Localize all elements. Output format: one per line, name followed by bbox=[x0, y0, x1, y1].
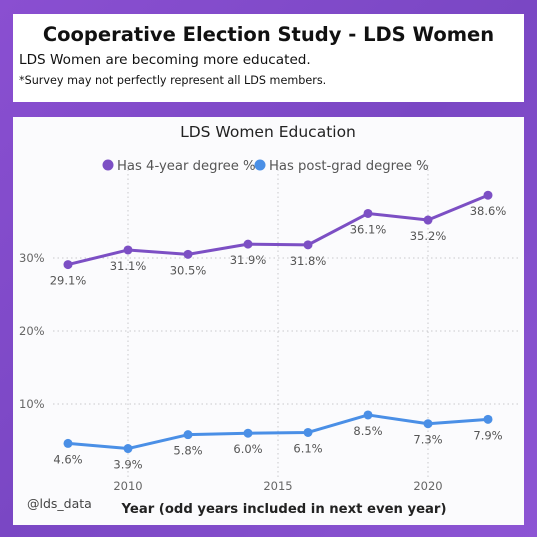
data-point bbox=[63, 438, 73, 448]
page-title: Cooperative Election Study - LDS Women bbox=[42, 23, 495, 46]
data-point bbox=[243, 239, 253, 249]
chart-card: LDS Women Education Has 4-year degree % H… bbox=[13, 117, 524, 525]
data-point bbox=[363, 208, 373, 218]
data-label: 29.1% bbox=[50, 274, 87, 288]
data-point bbox=[483, 414, 493, 424]
data-label: 8.5% bbox=[353, 424, 382, 438]
y-tick-label: 20% bbox=[19, 324, 45, 338]
x-tick-label: 2015 bbox=[263, 479, 292, 493]
x-axis-label: Year (odd years included in next even ye… bbox=[121, 502, 447, 517]
series-line bbox=[67, 413, 489, 451]
series-group: 29.1% 31.1% 30.5% 31.9% 31.8% 36.1% 35.2% 38.6%… bbox=[50, 190, 507, 472]
chart-title: LDS Women Education bbox=[180, 123, 356, 141]
data-label: 35.2% bbox=[410, 229, 447, 243]
data-label: 3.9% bbox=[113, 458, 142, 472]
data-label: 6.1% bbox=[293, 441, 322, 455]
legend-label: Has 4-year degree % bbox=[117, 159, 256, 174]
data-point bbox=[123, 444, 133, 454]
watermark: @lds_data bbox=[27, 496, 92, 511]
data-label: 4.6% bbox=[53, 452, 82, 466]
data-point bbox=[183, 430, 193, 440]
data-label: 38.6% bbox=[470, 204, 507, 218]
y-tick-label: 10% bbox=[19, 397, 45, 411]
data-label: 7.3% bbox=[413, 433, 442, 447]
legend-marker bbox=[102, 159, 114, 171]
series-line bbox=[67, 193, 489, 267]
axis-ticks: 10% 20% 30% 2010 2015 2020 bbox=[19, 251, 443, 493]
data-point bbox=[183, 249, 193, 259]
survey-note: *Survey may not perfectly represent all … bbox=[19, 74, 327, 87]
data-label: 5.8% bbox=[173, 444, 202, 458]
legend-marker bbox=[254, 159, 266, 171]
data-point bbox=[123, 245, 133, 255]
legend: Has 4-year degree % Has post-grad degree … bbox=[102, 159, 429, 174]
data-label: 31.1% bbox=[110, 259, 147, 273]
data-label: 31.8% bbox=[290, 254, 327, 268]
data-label: 31.9% bbox=[230, 253, 267, 267]
x-tick-label: 2020 bbox=[413, 479, 442, 493]
line-chart: LDS Women Education Has 4-year degree % H… bbox=[19, 123, 518, 517]
data-point bbox=[303, 427, 313, 437]
x-tick-label: 2010 bbox=[113, 479, 142, 493]
data-point bbox=[363, 410, 373, 420]
page-subtitle: LDS Women are becoming more educated. bbox=[19, 52, 311, 68]
data-point bbox=[243, 428, 253, 438]
data-point bbox=[303, 240, 313, 250]
data-label: 6.0% bbox=[233, 442, 262, 456]
data-point bbox=[63, 260, 73, 270]
data-point bbox=[423, 215, 433, 225]
header-card: Cooperative Election Study - LDS Women L… bbox=[13, 14, 524, 102]
data-point bbox=[483, 190, 493, 200]
data-label: 30.5% bbox=[170, 263, 207, 277]
y-tick-label: 30% bbox=[19, 251, 45, 265]
data-label: 7.9% bbox=[473, 428, 502, 442]
data-point bbox=[423, 419, 433, 429]
legend-label: Has post-grad degree % bbox=[269, 159, 429, 174]
data-label: 36.1% bbox=[350, 222, 387, 236]
gridlines bbox=[53, 165, 518, 477]
